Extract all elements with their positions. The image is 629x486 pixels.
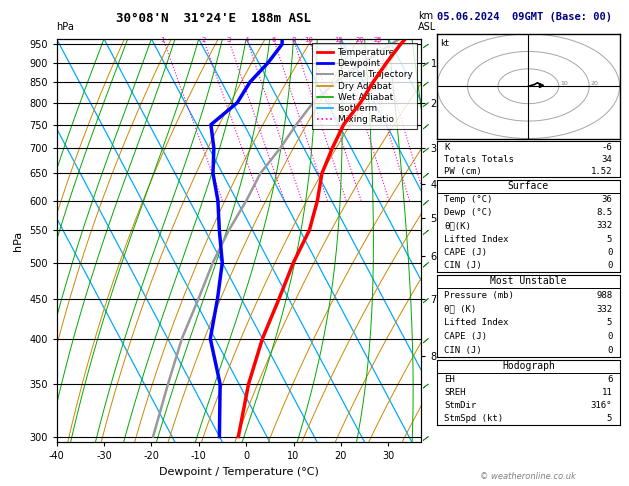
Text: 0: 0 bbox=[607, 332, 612, 341]
Text: 25: 25 bbox=[373, 37, 382, 43]
Text: θᴄ(K): θᴄ(K) bbox=[445, 222, 471, 230]
Text: 10: 10 bbox=[560, 81, 568, 87]
Text: 10: 10 bbox=[304, 37, 314, 43]
Text: 8: 8 bbox=[291, 37, 296, 43]
Text: 332: 332 bbox=[596, 305, 612, 313]
Text: 4: 4 bbox=[245, 37, 249, 43]
Text: 05.06.2024  09GMT (Base: 00): 05.06.2024 09GMT (Base: 00) bbox=[437, 12, 612, 22]
Text: 5: 5 bbox=[607, 235, 612, 243]
Y-axis label: hPa: hPa bbox=[13, 230, 23, 251]
Text: CIN (J): CIN (J) bbox=[445, 346, 482, 355]
Text: 988: 988 bbox=[596, 291, 612, 300]
Text: CAPE (J): CAPE (J) bbox=[445, 248, 487, 257]
Text: 6: 6 bbox=[607, 375, 612, 384]
Text: Most Unstable: Most Unstable bbox=[490, 277, 567, 286]
Text: K: K bbox=[445, 142, 450, 152]
Text: 0: 0 bbox=[607, 248, 612, 257]
Text: EH: EH bbox=[445, 375, 455, 384]
Text: hPa: hPa bbox=[57, 21, 74, 32]
Text: 20: 20 bbox=[356, 37, 365, 43]
Text: Pressure (mb): Pressure (mb) bbox=[445, 291, 515, 300]
Text: Surface: Surface bbox=[508, 181, 549, 191]
Text: Lifted Index: Lifted Index bbox=[445, 318, 509, 327]
Text: 1: 1 bbox=[161, 37, 165, 43]
Text: 332: 332 bbox=[596, 222, 612, 230]
Text: 20: 20 bbox=[591, 81, 599, 87]
Text: kt: kt bbox=[440, 39, 449, 48]
Text: 2: 2 bbox=[201, 37, 206, 43]
Text: 34: 34 bbox=[601, 155, 612, 164]
Text: 0: 0 bbox=[607, 261, 612, 270]
Text: © weatheronline.co.uk: © weatheronline.co.uk bbox=[481, 472, 576, 481]
Text: Dewp (°C): Dewp (°C) bbox=[445, 208, 493, 217]
Text: 30°08'N  31°24'E  188m ASL: 30°08'N 31°24'E 188m ASL bbox=[116, 12, 311, 25]
Text: Temp (°C): Temp (°C) bbox=[445, 195, 493, 204]
Text: 5: 5 bbox=[607, 414, 612, 423]
Text: 15: 15 bbox=[334, 37, 343, 43]
Text: km
ASL: km ASL bbox=[418, 11, 437, 32]
Text: CIN (J): CIN (J) bbox=[445, 261, 482, 270]
Text: CAPE (J): CAPE (J) bbox=[445, 332, 487, 341]
Text: 0: 0 bbox=[607, 346, 612, 355]
Text: -6: -6 bbox=[601, 142, 612, 152]
Text: Lifted Index: Lifted Index bbox=[445, 235, 509, 243]
Text: 1.52: 1.52 bbox=[591, 167, 612, 176]
Text: Hodograph: Hodograph bbox=[502, 361, 555, 371]
Text: 3: 3 bbox=[226, 37, 231, 43]
Text: 11: 11 bbox=[601, 388, 612, 397]
Text: StmSpd (kt): StmSpd (kt) bbox=[445, 414, 504, 423]
Text: 36: 36 bbox=[601, 195, 612, 204]
Text: 5: 5 bbox=[607, 318, 612, 327]
Legend: Temperature, Dewpoint, Parcel Trajectory, Dry Adiabat, Wet Adiabat, Isotherm, Mi: Temperature, Dewpoint, Parcel Trajectory… bbox=[312, 43, 417, 129]
Text: θᴄ (K): θᴄ (K) bbox=[445, 305, 477, 313]
Text: PW (cm): PW (cm) bbox=[445, 167, 482, 176]
Text: SREH: SREH bbox=[445, 388, 466, 397]
Text: Totals Totals: Totals Totals bbox=[445, 155, 515, 164]
Text: 6: 6 bbox=[271, 37, 276, 43]
Text: StmDir: StmDir bbox=[445, 401, 477, 410]
Text: 316°: 316° bbox=[591, 401, 612, 410]
X-axis label: Dewpoint / Temperature (°C): Dewpoint / Temperature (°C) bbox=[159, 467, 319, 477]
Text: 8.5: 8.5 bbox=[596, 208, 612, 217]
